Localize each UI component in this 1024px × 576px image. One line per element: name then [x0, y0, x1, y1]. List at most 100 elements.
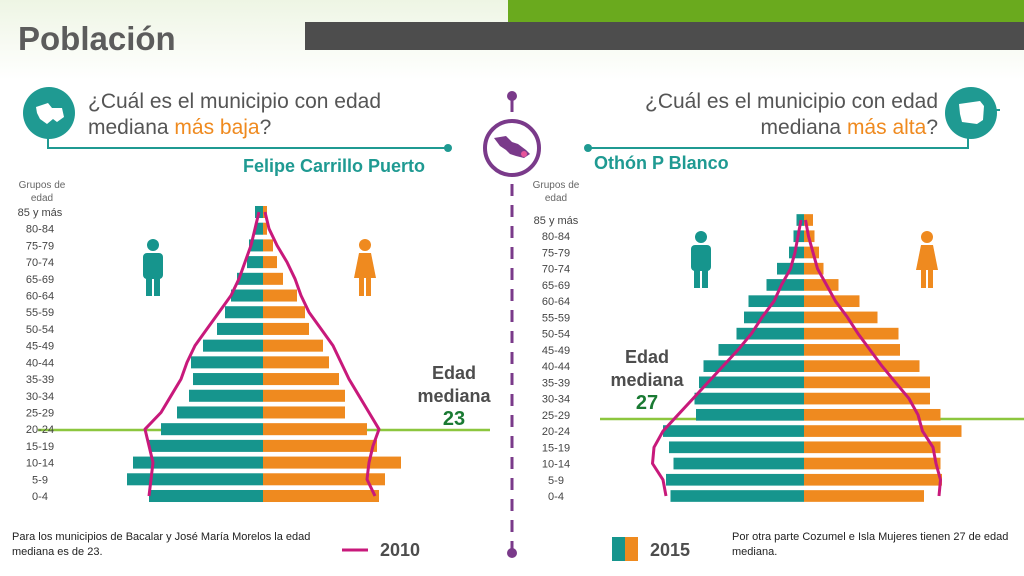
age-group-label: 45-49: [542, 345, 570, 357]
bar-male-2015: [193, 373, 263, 386]
bar-male-2015: [748, 295, 804, 308]
bar-female-2015: [804, 376, 930, 389]
age-group-label: 0-4: [548, 491, 564, 503]
page-title: Población: [18, 20, 176, 57]
bar-female-2015: [263, 256, 277, 269]
bar-male-2015: [669, 441, 804, 454]
bar-male-2015: [673, 457, 804, 470]
age-groups-header-line-2: edad: [30, 193, 54, 204]
age-group-label: 15-19: [542, 442, 570, 454]
bar-male-2015: [670, 490, 804, 502]
median-value: 27: [635, 392, 659, 414]
age-group-label: 75-79: [542, 247, 570, 259]
median-label-line-1: Edad: [431, 363, 476, 383]
bar-female-2015: [804, 344, 900, 356]
age-group-label: 40-44: [26, 357, 54, 369]
bar-male-2015: [703, 360, 804, 372]
bar-male-2015: [177, 406, 263, 419]
bar-female-2015: [263, 306, 305, 319]
age-group-label: 25-29: [26, 407, 54, 419]
bar-male-2015: [666, 473, 804, 486]
bar-male-2015: [255, 222, 263, 235]
female-icon: [916, 231, 938, 288]
age-group-label: 20-24: [542, 426, 570, 438]
age-group-label: 20-24: [26, 424, 54, 436]
age-group-label: 0-4: [32, 491, 48, 503]
map-quintana-roo-icon: [23, 87, 75, 139]
female-icon: [354, 239, 376, 296]
age-group-label: 75-79: [26, 240, 54, 252]
question-line-2: mediana más baja?: [88, 115, 418, 141]
bar-male-2015: [247, 256, 263, 269]
legend-2010-swatch: [342, 548, 368, 552]
age-groups-header-line-1: Grupos de: [18, 180, 66, 191]
line-2010-male: [143, 211, 261, 497]
bar-female-2015: [804, 262, 824, 275]
age-group-label: 30-34: [542, 394, 570, 406]
legend-2010-label: 2010: [380, 540, 421, 560]
bar-female-2015: [263, 439, 377, 452]
header-dark-bar: [305, 22, 1024, 50]
bar-male-2015: [225, 306, 263, 319]
age-group-label: 45-49: [26, 341, 54, 353]
line-2010-female: [263, 211, 381, 497]
age-group-label: 85 y más: [534, 215, 579, 227]
age-group-label: 85 y más: [18, 207, 63, 219]
bar-female-2015: [804, 360, 920, 372]
line-2010-female: [804, 219, 942, 497]
footnote-right: Por otra parte Cozumel e Isla Mujeres ti…: [732, 531, 1009, 558]
bar-female-2015: [263, 222, 267, 235]
question-text: mediana: [760, 116, 847, 139]
bar-female-2015: [263, 239, 273, 252]
bar-female-2015: [263, 289, 297, 302]
question-line-1: ¿Cuál es el municipio con edad: [645, 90, 938, 113]
age-group-label: 5-9: [32, 474, 48, 486]
legend-2015-label: 2015: [650, 540, 691, 560]
question-line-2: mediana más alta?: [600, 115, 938, 141]
bar-male-2015: [696, 408, 804, 421]
age-groups-header-line-2: edad: [544, 193, 568, 204]
bar-female-2015: [804, 408, 941, 421]
question-text: mediana: [88, 116, 175, 139]
age-groups-header-right: Grupos de edad: [526, 179, 586, 205]
age-group-label: 25-29: [542, 410, 570, 422]
age-group-label: 55-59: [542, 312, 570, 324]
bar-female-2015: [804, 295, 860, 308]
bar-male-2015: [203, 339, 263, 352]
bar-female-2015: [804, 392, 930, 405]
age-group-label: 70-74: [542, 264, 570, 276]
age-group-label: 15-19: [26, 441, 54, 453]
age-group-label: 65-69: [26, 274, 54, 286]
pyramid-chart-right: 85 y más 80-84 75-79 70-74 65-69 60-64 55-59 50…: [534, 214, 1024, 503]
question-lowest-median: ¿Cuál es el municipio con edad mediana m…: [88, 89, 418, 141]
bar-female-2015: [263, 423, 367, 436]
age-groups-header-line-1: Grupos de: [532, 180, 580, 191]
bar-male-2015: [189, 389, 263, 402]
question-highest-median: ¿Cuál es el municipio con edad mediana m…: [600, 89, 938, 141]
median-label-right: Edad mediana 27: [601, 346, 693, 415]
age-group-label: 5-9: [548, 475, 564, 487]
median-label-line-2: mediana: [417, 386, 491, 406]
bar-female-2015: [263, 473, 385, 486]
bar-male-2015: [133, 456, 263, 469]
median-label-line-1: Edad: [624, 347, 669, 367]
bar-male-2015: [766, 279, 804, 291]
question-highlight: más alta: [846, 116, 927, 139]
map-othon-blanco-icon: [945, 87, 997, 139]
legend-2015-swatch: [612, 537, 638, 561]
male-icon: [691, 231, 711, 288]
bar-female-2015: [263, 489, 379, 503]
line-2010-male: [651, 219, 803, 497]
age-group-label: 65-69: [542, 280, 570, 292]
bar-male-2015: [718, 344, 804, 356]
municipio-name-right: Othón P Blanco: [594, 153, 729, 173]
municipio-name-left: Felipe Carrillo Puerto: [243, 156, 426, 176]
bar-male-2015: [161, 423, 263, 436]
age-group-label: 35-39: [542, 377, 570, 389]
bar-female-2015: [804, 214, 813, 226]
bar-female-2015: [804, 425, 962, 437]
bar-female-2015: [804, 490, 924, 502]
bar-female-2015: [804, 457, 941, 470]
age-group-label: 60-64: [26, 291, 54, 303]
bar-female-2015: [804, 441, 941, 454]
